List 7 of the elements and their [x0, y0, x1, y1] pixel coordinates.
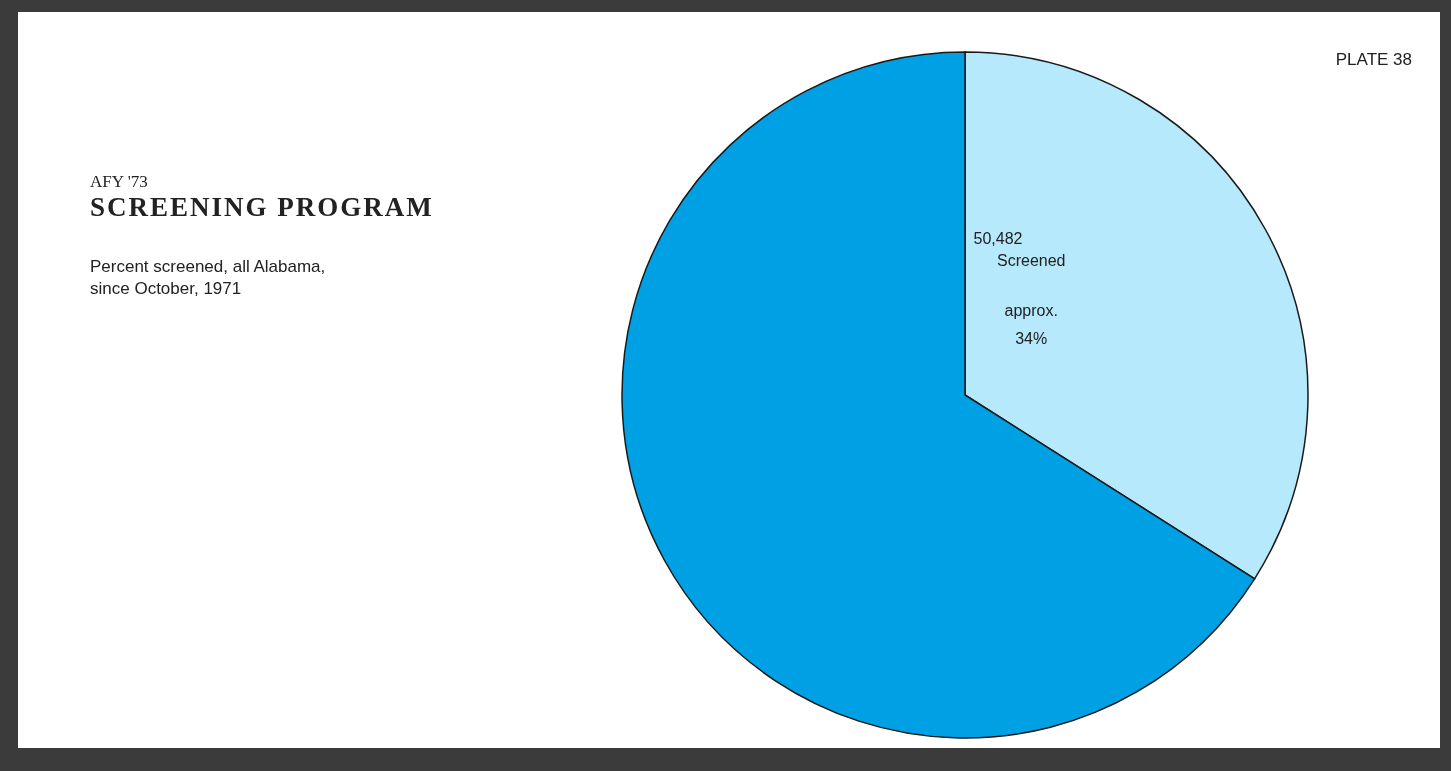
slice-label: Screened	[996, 251, 1066, 269]
text: PLATE 38	[1335, 50, 1412, 70]
text: SCREENING PROGRAM	[90, 192, 434, 223]
text: 50,482	[972, 230, 1024, 248]
text: AFY '73	[90, 172, 148, 192]
text: Percent screened, all Alabama, since October, 1971	[90, 256, 327, 300]
data-label: approx. 34%	[1004, 301, 1058, 347]
